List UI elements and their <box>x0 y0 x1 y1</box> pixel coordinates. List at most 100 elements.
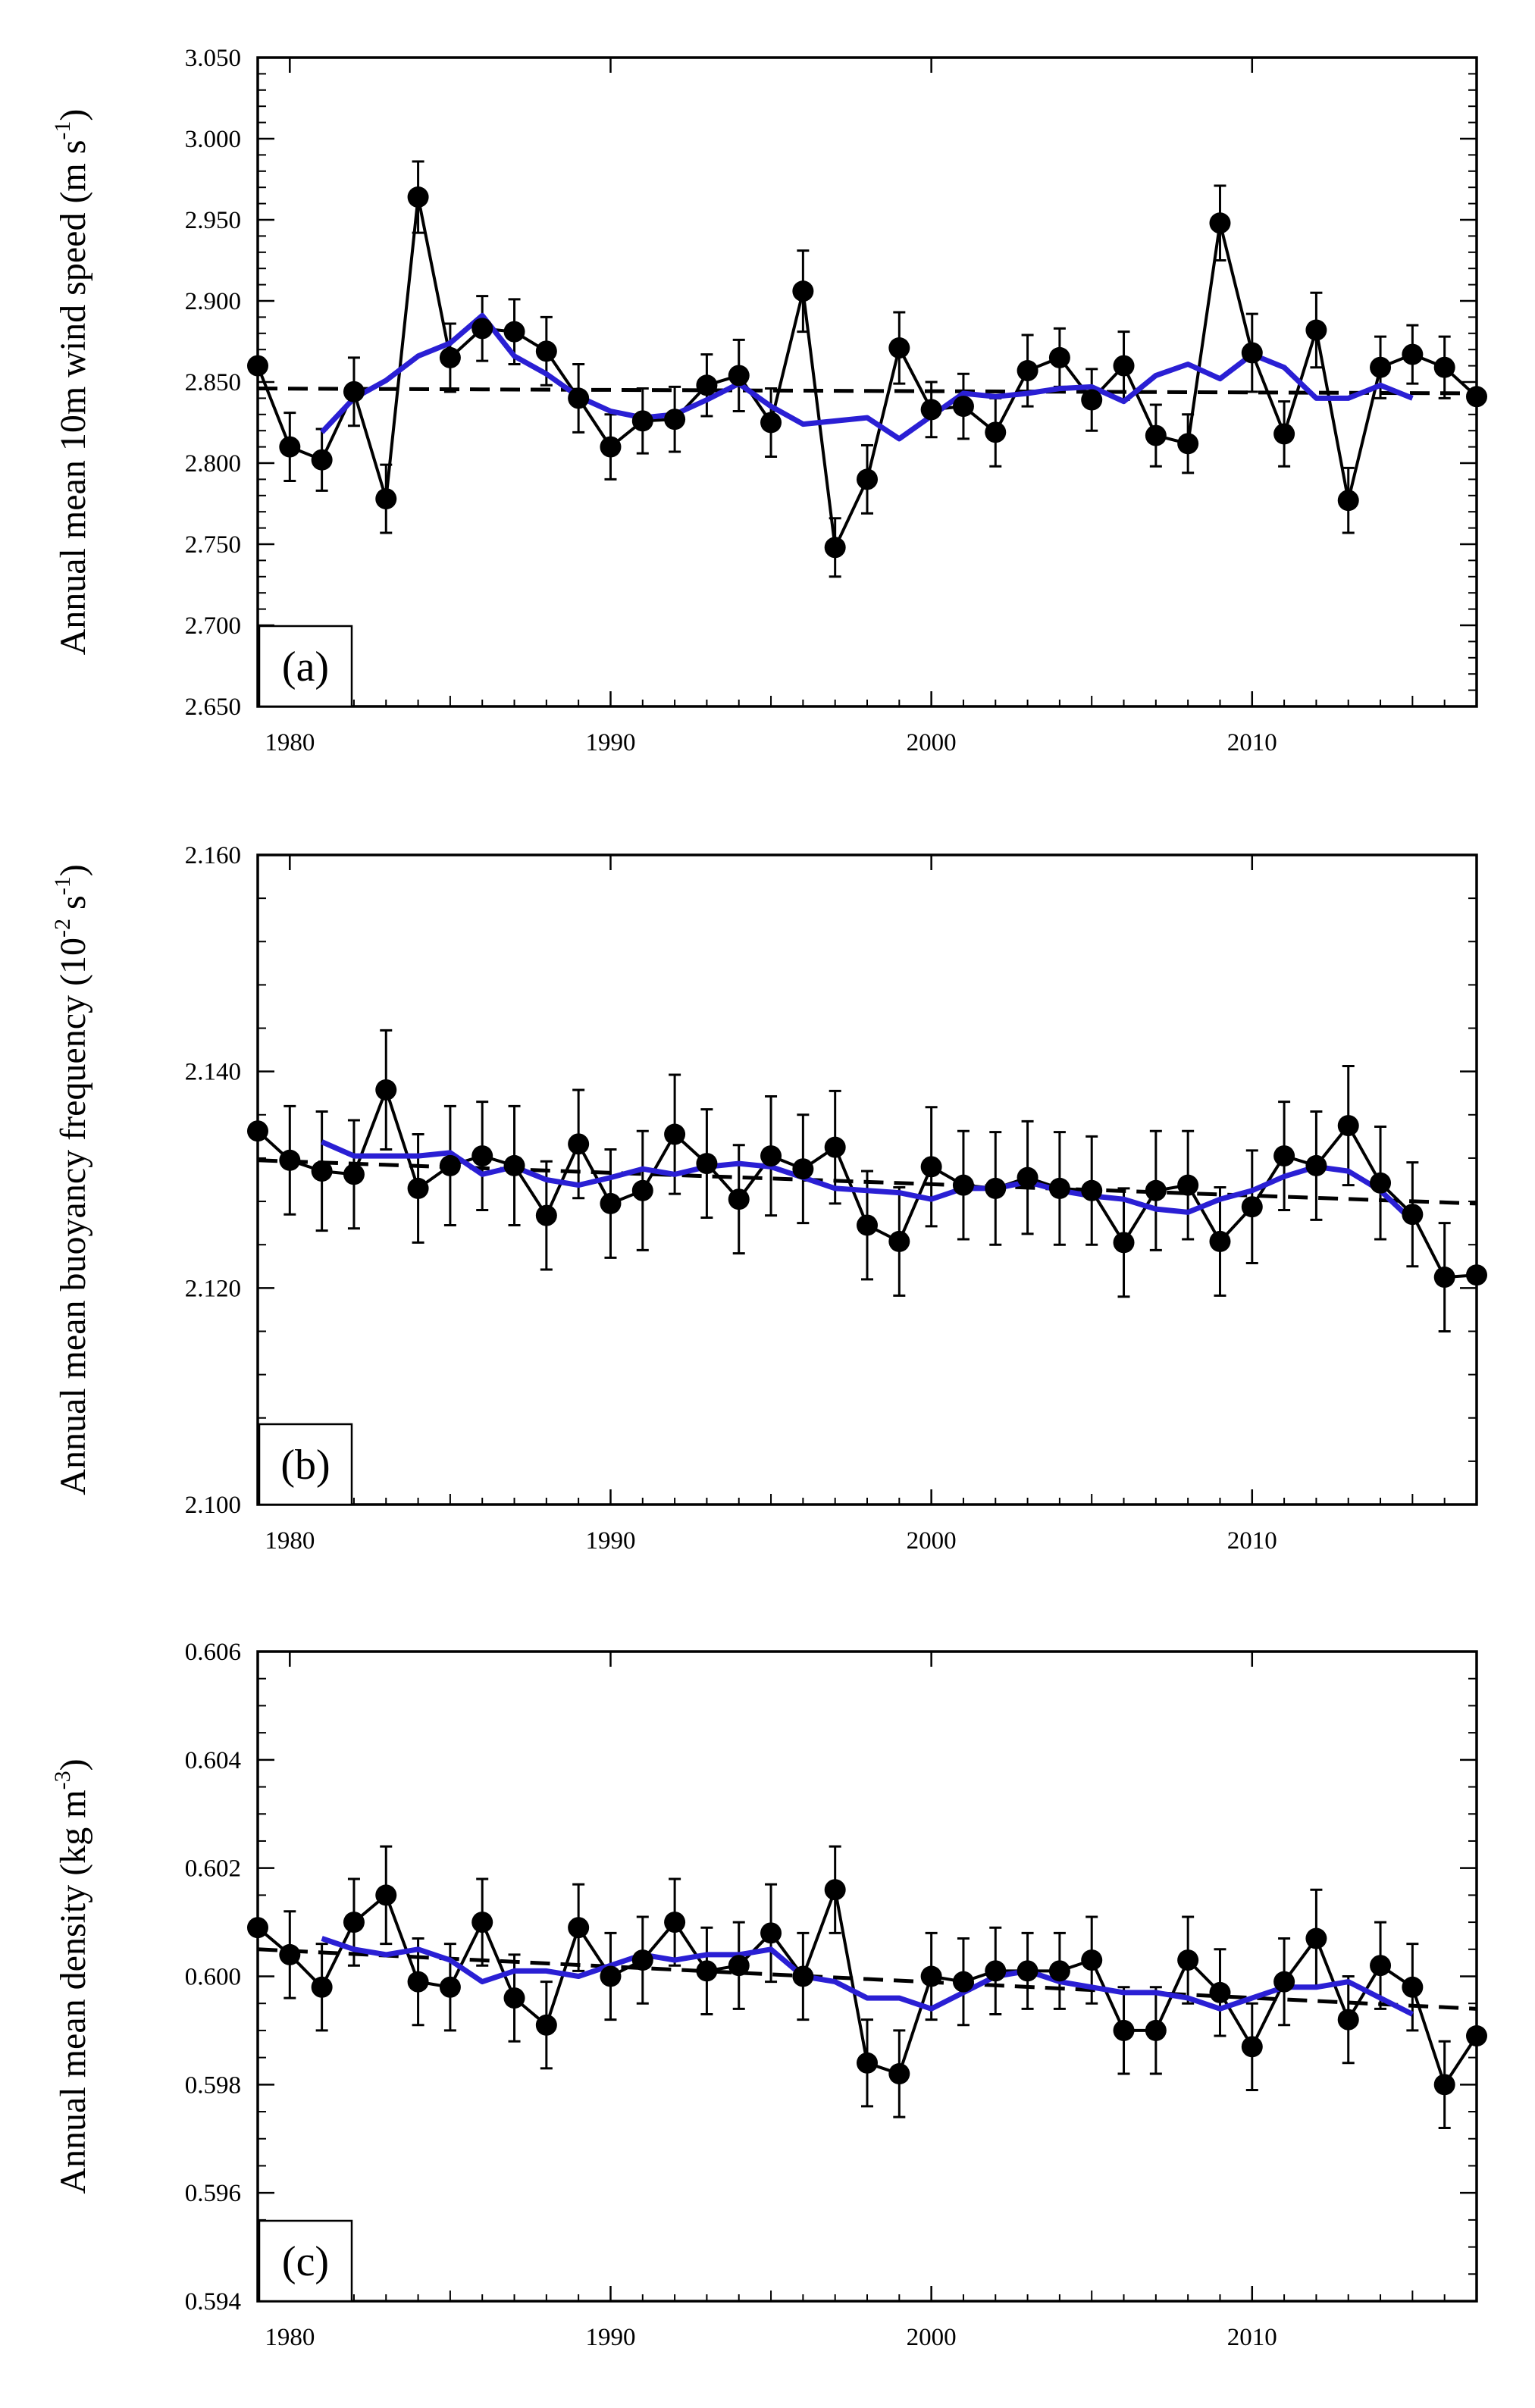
panel-c-label-box <box>258 2219 353 2303</box>
panel-b-data-point <box>1433 1267 1455 1289</box>
panel-b-ylabel-superscript: -2 <box>50 919 75 938</box>
panel-a-data-point <box>503 321 525 343</box>
panel-c-y-axis-label: Annual mean density (kg m-3) <box>50 1758 93 2194</box>
panel-a-data-point <box>439 346 461 368</box>
panel-a-ytick-label: 2.900 <box>185 288 241 315</box>
panel-c-ylabel-close: ) <box>53 1758 93 1771</box>
panel-a-data-point <box>985 421 1007 443</box>
panel-c-data-point <box>631 1949 653 1971</box>
panel-b-data-point <box>1017 1166 1038 1188</box>
panel-b-xtick-label: 1980 <box>265 1527 315 1555</box>
panel-c-data-point <box>920 1965 942 1987</box>
panel-c-data-point <box>407 1971 429 1993</box>
panel-b-data-point <box>631 1179 653 1201</box>
panel-b-data-point <box>279 1149 301 1171</box>
panel-a-data-point <box>728 365 750 387</box>
panel-b-xtick-label: 2010 <box>1227 1527 1277 1555</box>
panel-b-data-point <box>1113 1232 1135 1254</box>
panel-b-ytick-label: 2.100 <box>185 1492 241 1519</box>
panel-c-data-point <box>1433 2074 1455 2096</box>
panel-c-data-point <box>1337 2009 1359 2031</box>
panel-a-xtick-label: 1980 <box>265 729 315 756</box>
panel-b-data-point <box>664 1123 686 1145</box>
panel-b-data-point <box>952 1174 974 1196</box>
panel-a-xtick-label: 2000 <box>907 729 957 756</box>
panel-b-xtick-label: 2000 <box>907 1527 957 1555</box>
panel-a-data-point <box>1241 342 1263 364</box>
panel-c-data-point <box>600 1965 622 1987</box>
panel-a-data-point <box>1209 212 1231 234</box>
panel-c: 0.606 0.604 0.602 0.600 0.598 0.596 0.594 1980 1… <box>50 1639 1487 2351</box>
panel-b-ylabel-close: ) <box>53 864 93 876</box>
panel-c-data-point <box>857 2052 878 2074</box>
panel-c-data-point <box>1177 1949 1199 1971</box>
panel-c-data-point <box>792 1965 814 1987</box>
panel-b-data-point <box>1145 1179 1167 1201</box>
panel-b-data-point <box>535 1204 557 1226</box>
panel-b-data-point <box>888 1230 910 1252</box>
panel-a-data-point <box>824 537 846 559</box>
panel-a-data-point <box>857 468 878 490</box>
panel-c-data-point <box>1081 1949 1103 1971</box>
panel-b-data-point <box>407 1177 429 1199</box>
panel-c-ytick-label: 0.604 <box>185 1747 241 1774</box>
panel-a-data-point <box>1145 424 1167 446</box>
panel-c-label: (c) <box>282 2238 329 2285</box>
panel-c-data-point <box>247 1917 268 1939</box>
panel-a-xtick-label: 2010 <box>1227 729 1277 756</box>
panel-c-data-point <box>471 1912 493 1934</box>
panel-b-data-point <box>824 1136 846 1158</box>
panel-a-xtick-label: 1990 <box>585 729 635 756</box>
panel-b-data-point <box>1337 1115 1359 1137</box>
panel-b-ylabel-text: Annual mean buoyancy frequency (10 <box>53 938 93 1495</box>
panel-c-data-point <box>343 1912 365 1934</box>
panel-c-data-point <box>535 2014 557 2036</box>
panel-b-data-point <box>568 1133 590 1155</box>
panel-a-data-point <box>664 409 686 431</box>
panel-b-data-point <box>760 1145 782 1167</box>
panel-a-ytick-label: 2.950 <box>185 207 241 234</box>
panel-a-y-axis-label: Annual mean 10m wind speed (m s-1) <box>50 109 93 656</box>
panel-b-data-point <box>1305 1154 1327 1176</box>
panel-c-data-point <box>1466 2025 1487 2047</box>
panel-b-data-point <box>1241 1196 1263 1218</box>
panel-a: 3.050 3.000 2.950 2.900 2.850 2.800 2.750 2.700… <box>50 45 1487 756</box>
panel-b-ylabel-superscript-2: -1 <box>50 876 75 895</box>
panel-c-data-point <box>664 1912 686 1934</box>
panel-a-ylabel-close: ) <box>53 109 93 121</box>
panel-b-data-point <box>375 1079 397 1101</box>
panel-c-data-point <box>1241 2036 1263 2058</box>
panel-a-data-point <box>343 380 365 402</box>
panel-c-data-point <box>503 1987 525 2009</box>
panel-c-data-point <box>985 1960 1007 1982</box>
panel-b-data-point <box>696 1153 718 1175</box>
panel-c-data-point <box>1402 1976 1424 1998</box>
panel-c-trend-line <box>257 1947 1477 2011</box>
panel-b-xtick-label: 1990 <box>585 1527 635 1555</box>
panel-c-xtick-label: 1990 <box>585 2324 635 2351</box>
panel-a-ytick-label: 2.750 <box>185 531 241 559</box>
panel-b-data-point <box>1209 1230 1231 1252</box>
panel-b-running-mean-line <box>321 1139 1414 1223</box>
panel-a-data-point <box>247 355 268 377</box>
panel-c-data-point <box>1370 1955 1392 1977</box>
panel-b-data-point <box>1466 1264 1487 1286</box>
panel-b-data-point <box>247 1120 268 1142</box>
panel-b-data-point <box>600 1192 622 1214</box>
panel-b-data-point <box>792 1158 814 1180</box>
panel-b: 2.160 2.140 2.120 2.100 1980 1990 2000 2010 Annu… <box>50 842 1487 1555</box>
panel-b-data-point <box>1048 1177 1070 1199</box>
panel-b-label-box <box>258 1423 353 1506</box>
panel-a-data-point <box>696 374 718 396</box>
panel-c-xtick-label: 1980 <box>265 2324 315 2351</box>
panel-b-ytick-label: 2.140 <box>185 1059 241 1086</box>
panel-a-data-point <box>568 387 590 409</box>
panel-a-data-point <box>1113 355 1135 377</box>
panel-c-ytick-label: 0.602 <box>185 1855 241 1883</box>
panel-a-label: (a) <box>282 643 329 690</box>
panel-a-data-point <box>407 186 429 208</box>
panel-a-data-point <box>1305 319 1327 341</box>
panel-b-data-point <box>1273 1145 1295 1167</box>
panel-a-ytick-label: 2.650 <box>185 694 241 721</box>
